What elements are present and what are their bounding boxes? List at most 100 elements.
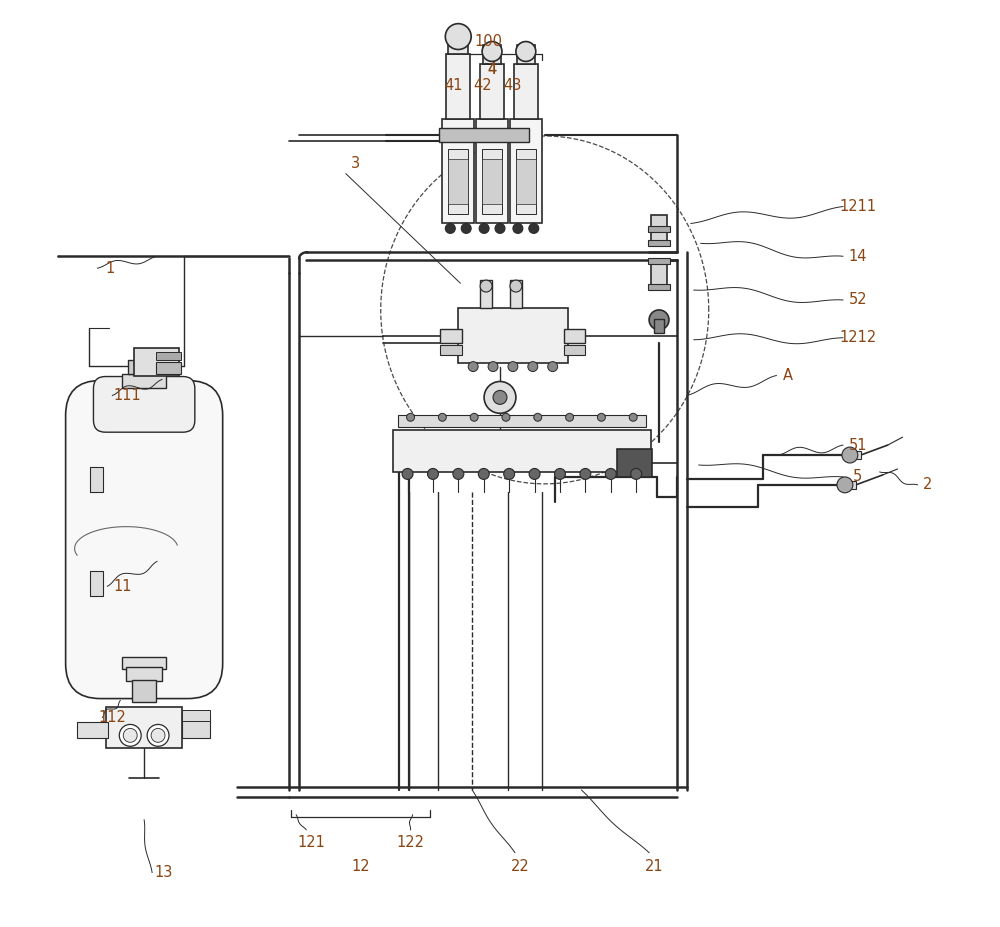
Circle shape — [508, 362, 518, 372]
Circle shape — [502, 413, 510, 421]
Bar — [483, 44, 501, 64]
Bar — [517, 44, 535, 64]
Text: 12: 12 — [352, 859, 370, 874]
FancyBboxPatch shape — [93, 376, 195, 432]
Bar — [516, 159, 536, 204]
Bar — [564, 329, 585, 343]
Text: 51: 51 — [849, 438, 867, 452]
Bar — [77, 722, 108, 738]
Text: 1211: 1211 — [839, 199, 876, 214]
Circle shape — [842, 447, 858, 463]
Bar — [448, 149, 468, 213]
Circle shape — [445, 24, 471, 49]
Text: 11: 11 — [113, 578, 132, 594]
Circle shape — [837, 476, 853, 493]
Circle shape — [597, 413, 605, 421]
Bar — [442, 119, 474, 223]
Text: 1: 1 — [106, 260, 115, 275]
Text: 121: 121 — [297, 835, 325, 850]
Bar — [439, 128, 529, 142]
Circle shape — [528, 362, 538, 372]
Circle shape — [470, 413, 478, 421]
Bar — [182, 709, 210, 721]
Bar — [564, 345, 585, 355]
Circle shape — [453, 468, 464, 479]
Bar — [182, 717, 210, 738]
Bar — [398, 415, 646, 427]
Bar — [482, 159, 502, 204]
Circle shape — [119, 724, 141, 746]
Text: 4: 4 — [487, 62, 497, 77]
Circle shape — [529, 223, 539, 234]
Text: 100: 100 — [474, 34, 502, 49]
Circle shape — [480, 280, 492, 292]
Circle shape — [479, 223, 489, 234]
Circle shape — [649, 310, 669, 330]
Circle shape — [445, 223, 455, 234]
Circle shape — [580, 468, 591, 479]
Bar — [480, 64, 504, 119]
Bar — [106, 706, 182, 748]
Text: 52: 52 — [849, 293, 867, 308]
Circle shape — [529, 468, 540, 479]
Circle shape — [566, 413, 574, 421]
Bar — [514, 64, 538, 119]
Text: ~: ~ — [483, 57, 493, 70]
Circle shape — [482, 42, 502, 61]
Text: 14: 14 — [849, 248, 867, 264]
Text: 3: 3 — [351, 157, 360, 171]
Circle shape — [438, 413, 446, 421]
Circle shape — [534, 413, 542, 421]
Bar — [134, 348, 179, 375]
Text: 43: 43 — [504, 78, 522, 93]
Bar — [480, 280, 492, 308]
Bar — [126, 667, 162, 680]
Bar — [838, 481, 856, 489]
Text: 21: 21 — [645, 859, 663, 874]
Bar — [654, 319, 664, 333]
Bar — [510, 119, 542, 223]
Circle shape — [147, 724, 169, 746]
Bar — [516, 149, 536, 213]
Bar — [440, 345, 462, 355]
Text: A: A — [783, 368, 793, 383]
Circle shape — [478, 468, 489, 479]
Circle shape — [134, 354, 154, 374]
Bar — [440, 329, 462, 343]
FancyBboxPatch shape — [66, 380, 223, 699]
Circle shape — [151, 729, 165, 743]
Bar — [156, 351, 181, 360]
Bar — [446, 55, 470, 119]
Circle shape — [548, 362, 558, 372]
Text: 2: 2 — [923, 477, 932, 492]
Circle shape — [495, 223, 505, 234]
Circle shape — [493, 390, 507, 404]
Circle shape — [510, 280, 522, 292]
Bar — [617, 449, 652, 476]
Text: 4: 4 — [487, 62, 497, 77]
Text: 42: 42 — [474, 78, 492, 93]
Bar — [510, 280, 522, 308]
Bar — [648, 259, 670, 264]
Bar — [651, 214, 667, 245]
Bar — [448, 30, 468, 55]
Circle shape — [631, 468, 642, 479]
Bar — [128, 360, 160, 374]
Bar — [648, 240, 670, 247]
Circle shape — [402, 468, 413, 479]
Circle shape — [484, 382, 516, 413]
Bar — [648, 284, 670, 290]
Text: 22: 22 — [511, 859, 529, 874]
Circle shape — [468, 362, 478, 372]
Bar — [448, 159, 468, 204]
Text: 41: 41 — [444, 78, 463, 93]
Bar — [458, 308, 568, 362]
Circle shape — [407, 413, 415, 421]
Circle shape — [488, 362, 498, 372]
Circle shape — [504, 468, 515, 479]
Circle shape — [555, 468, 565, 479]
Bar — [482, 149, 502, 213]
Bar — [393, 430, 651, 472]
Bar — [90, 571, 103, 596]
Bar — [843, 451, 861, 459]
